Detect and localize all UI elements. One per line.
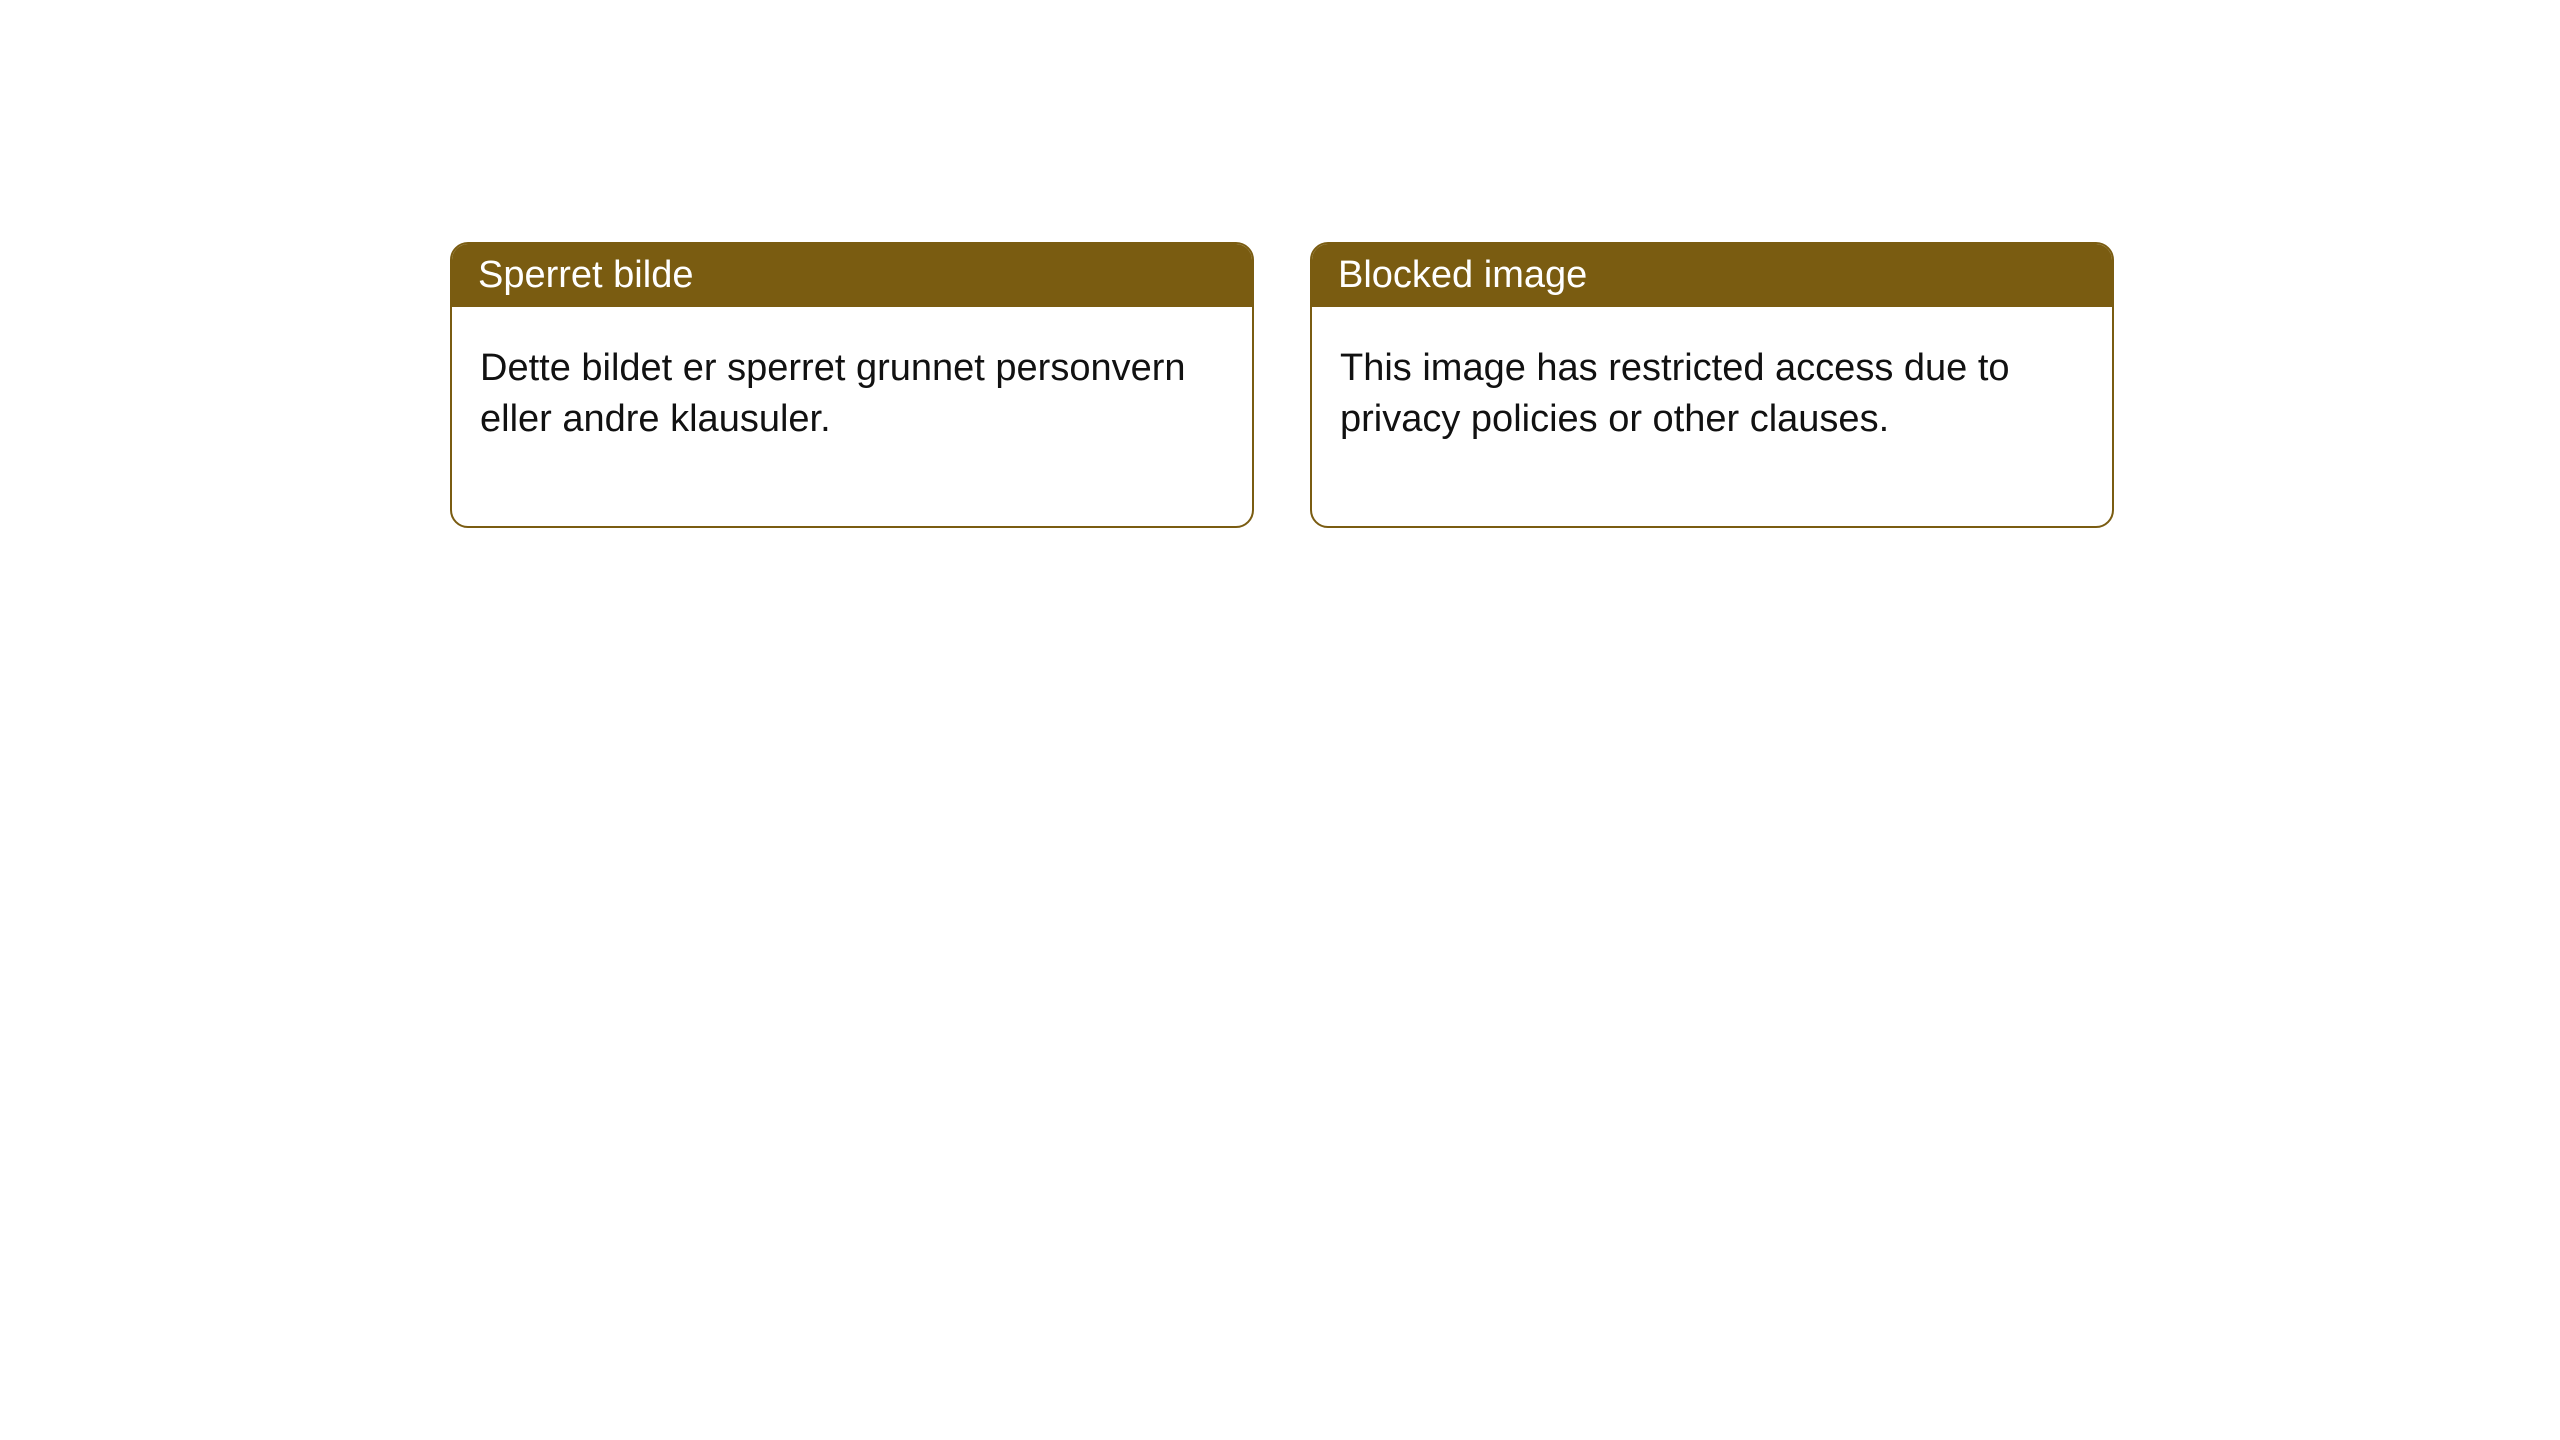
card-header: Sperret bilde [452, 244, 1252, 307]
card-body: This image has restricted access due to … [1312, 307, 2112, 526]
notice-container: Sperret bilde Dette bildet er sperret gr… [0, 0, 2560, 528]
notice-card-english: Blocked image This image has restricted … [1310, 242, 2114, 528]
card-title: Sperret bilde [478, 254, 693, 296]
card-header: Blocked image [1312, 244, 2112, 307]
card-body: Dette bildet er sperret grunnet personve… [452, 307, 1252, 526]
card-title: Blocked image [1338, 254, 1587, 296]
notice-card-norwegian: Sperret bilde Dette bildet er sperret gr… [450, 242, 1254, 528]
card-body-text: This image has restricted access due to … [1340, 347, 2010, 440]
card-body-text: Dette bildet er sperret grunnet personve… [480, 347, 1186, 440]
